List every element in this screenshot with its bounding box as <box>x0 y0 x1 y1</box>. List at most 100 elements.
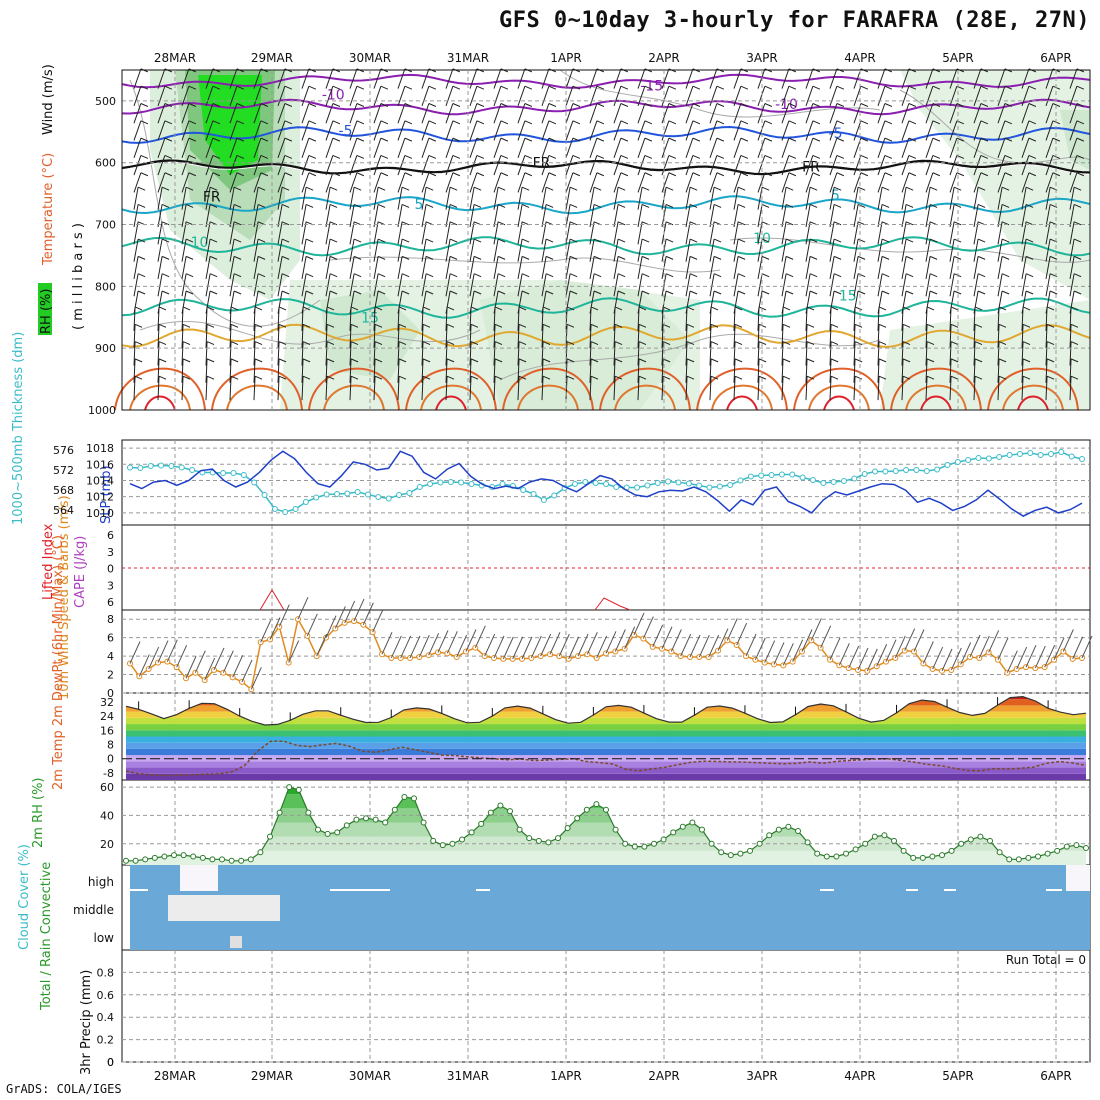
wind-barb-flag <box>500 137 509 142</box>
wind10-barb <box>148 646 160 670</box>
wind-barb <box>781 273 787 297</box>
wind-barb <box>757 324 760 349</box>
rh-series-point <box>228 857 235 864</box>
date-label-top: 31MAR <box>447 51 489 65</box>
wind-barb-flag <box>350 375 359 380</box>
wind-barb <box>277 256 283 280</box>
wind-barb-flag <box>716 154 725 159</box>
rh-contour <box>329 256 721 273</box>
wind-barb-flag <box>518 306 527 311</box>
wind-barb-flag <box>428 154 437 159</box>
wind-barb-flag <box>1001 186 1010 191</box>
rh-series-point <box>862 840 869 847</box>
wind-barb-flag <box>854 341 863 346</box>
cloud-level-tick: high <box>88 875 114 889</box>
wind-barb-flag <box>497 204 506 208</box>
wind-barb-flag <box>257 255 266 260</box>
wind-barb <box>637 204 643 228</box>
wind10-barb <box>978 635 990 659</box>
wind-barb <box>1045 341 1048 366</box>
wind-barb <box>373 120 382 141</box>
rh-series-point <box>171 852 177 859</box>
wind-barb <box>1045 273 1051 297</box>
precip-total-label: Total / Rain Convective <box>39 862 54 1011</box>
wind-barb-flag <box>569 290 578 295</box>
wind-barb <box>493 256 499 280</box>
wind-barb-flag <box>926 341 935 346</box>
rh-series-point <box>305 809 312 816</box>
wind-barb <box>613 376 616 401</box>
wind-barb <box>661 238 667 262</box>
wind-barb-flag <box>614 375 623 380</box>
wind-barb-flag <box>782 306 791 311</box>
thickness-series-point <box>582 479 589 485</box>
wind-barb-flag <box>1076 137 1085 142</box>
wind10-barb <box>138 654 150 677</box>
t2m-band <box>126 699 1086 706</box>
wind-barb-flag <box>305 273 314 278</box>
wind-barb-flag <box>980 85 989 90</box>
wind-barb <box>925 221 931 245</box>
temp-contour-minus5 <box>121 125 1091 144</box>
wind-barb <box>1021 341 1024 366</box>
wind-barb <box>421 324 424 349</box>
wind-barb <box>565 273 571 297</box>
rh-shading <box>320 290 420 380</box>
wind-barb <box>901 204 907 228</box>
wind-barb-flag <box>353 238 362 243</box>
wind-barb-flag <box>161 204 170 208</box>
wind-barb <box>253 273 259 297</box>
wind-barb-flag <box>356 120 365 125</box>
wind-barb-flag <box>641 255 650 260</box>
wind-barb-flag <box>740 137 749 142</box>
wind-barb <box>637 358 640 383</box>
wind-barb-flag <box>854 306 863 311</box>
wind-barb <box>421 68 430 89</box>
wind-barb-flag <box>449 221 458 226</box>
wind10-barb <box>764 640 776 663</box>
wind-barb <box>997 204 1003 228</box>
wind10-barb <box>848 645 860 669</box>
wind-barb <box>493 306 496 331</box>
wind-barb <box>661 306 664 331</box>
wind10-barb <box>960 642 972 665</box>
wind-barb-flag <box>572 103 581 107</box>
thickness-series-point <box>571 481 578 487</box>
wind-barb-flag <box>761 238 770 243</box>
rh-band <box>126 822 1086 837</box>
wind-barb <box>733 172 742 193</box>
wind-barb-flag <box>308 103 317 107</box>
wind-barb-flag <box>449 255 458 260</box>
wind-barb-flag <box>641 273 650 278</box>
wind-barb-flag <box>254 341 263 346</box>
panel-frame <box>121 69 1091 411</box>
wind-barb-flag <box>590 306 599 311</box>
wind-barb-flag <box>812 85 821 90</box>
wind-barb-flag <box>950 375 959 380</box>
wind-barb <box>925 187 931 210</box>
wind-barb <box>205 187 211 210</box>
temp-contour-35 <box>823 395 855 411</box>
wind-barb-flag <box>929 290 938 295</box>
wind-barb-flag <box>473 255 482 260</box>
thickness-series-point <box>261 492 268 498</box>
wind-barb <box>637 273 643 297</box>
wind-barb-flag <box>353 186 362 191</box>
wind-barb <box>397 187 403 210</box>
wind-barb-flag <box>284 120 293 125</box>
wind-barb <box>685 256 691 280</box>
wind-barb-flag <box>830 306 839 311</box>
wind-barb <box>1021 187 1027 210</box>
t2m-series <box>125 695 1087 726</box>
thickness-series-point <box>1027 450 1034 456</box>
wind-barb <box>1021 68 1030 89</box>
rh-series-point <box>785 823 792 830</box>
wind-barb <box>805 256 811 280</box>
wind10-barb <box>782 643 794 666</box>
wind-barb <box>829 256 835 280</box>
thickness-series-point <box>944 462 951 468</box>
cloud-patch <box>168 895 280 921</box>
wind-barb <box>325 137 334 158</box>
wind-barb-flag <box>302 358 311 363</box>
wind-barb-flag <box>230 341 239 346</box>
